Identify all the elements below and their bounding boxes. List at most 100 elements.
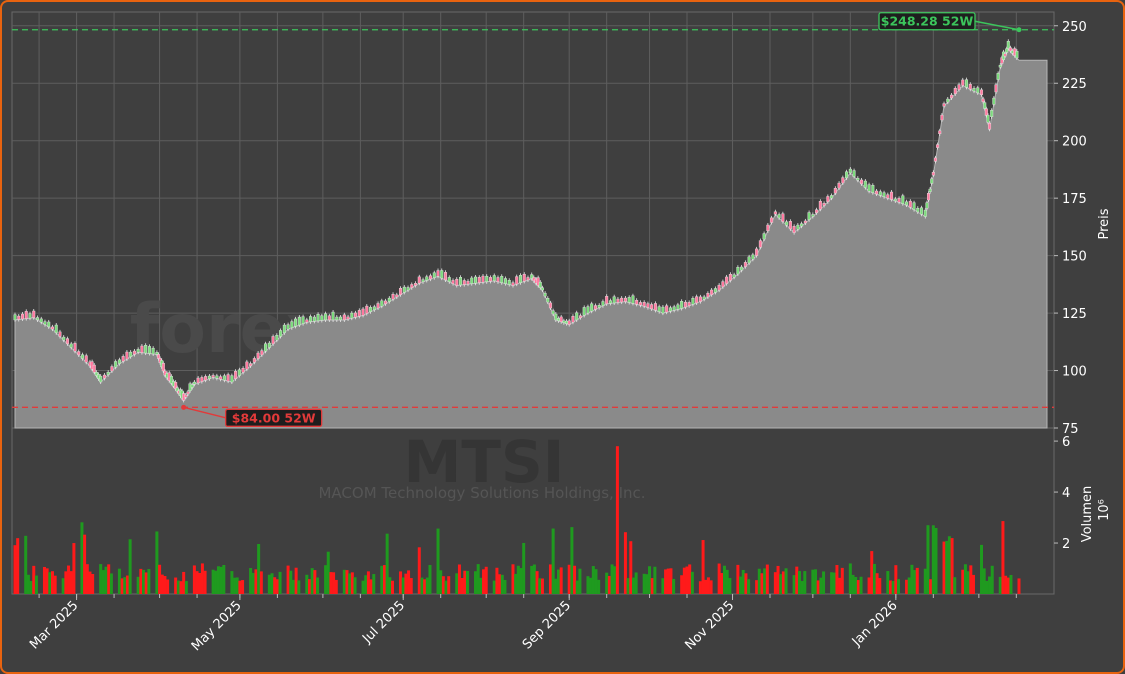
candle-down [908,200,912,208]
candle-up [447,277,451,283]
candle-up [785,221,789,226]
candle-down [511,282,515,286]
volume-bar-up [267,574,271,594]
volume-bar-up [476,564,480,594]
candle-down [826,196,830,203]
volume-bar-down [688,564,692,594]
candle-up [518,274,522,283]
volume-bar-down [816,580,820,594]
volume-multiplier: 10⁶ [1097,499,1112,521]
candle-up [459,277,463,286]
volume-bar-up [648,566,652,594]
volume-bar-down [198,572,202,594]
candle-down [710,289,714,295]
candle-up [912,202,916,210]
volume-bar-down [350,572,354,594]
high-52w-label: $248.28 52W [881,14,974,29]
candle-up [335,316,339,321]
volume-bar-down [835,565,839,594]
volume-bar-down [241,580,245,594]
volume-bar-down [32,565,36,594]
volume-bar-up [872,563,876,594]
candle-up [668,307,672,312]
candle-up [848,168,852,174]
volume-bar-up [428,564,432,594]
candle-up [965,79,969,88]
volume-bar-down [409,578,413,594]
candle-up [530,274,534,279]
candle-up [986,114,990,123]
candle-down [252,358,256,363]
volume-bar-down [273,577,277,594]
candle-up [601,301,605,306]
candle-up [930,178,934,184]
candle-down [773,211,777,215]
volume-bar-down [698,581,702,594]
volume-bar-down [69,571,73,594]
candle-up [309,316,313,323]
volume-bar-down [701,540,705,594]
candle-up [54,324,58,334]
volume-bar-up [792,575,796,594]
candle-down [665,305,669,313]
candle-down [833,188,837,194]
volume-bar-up [530,565,534,594]
candle-up [657,306,661,312]
candle-up [627,297,631,303]
volume-bar-up [586,576,590,594]
volume-bar-up [104,566,108,594]
volume-bar-down [720,573,724,594]
candle-up [800,223,804,227]
volume-bar-up [891,580,895,594]
volume-bar-down [765,564,769,594]
volume-bar-up [907,577,911,594]
candle-up [845,171,849,179]
volume-bar-down [706,577,710,594]
volume-bar-up [1009,575,1013,594]
volume-bar-down [540,578,544,594]
candle-down [395,294,399,298]
candle-down [249,363,253,367]
volume-bar-up [811,569,815,594]
candle-down [728,274,732,281]
candle-up [331,311,335,321]
candle-up [597,304,601,308]
volume-bar-up [819,577,823,594]
candle-up [297,316,301,326]
volume-bar-up [725,569,729,594]
candle-up [867,184,871,192]
candle-up [264,343,268,352]
candle-down [271,336,275,345]
volume-bar-up [747,579,751,594]
volume-bar-down [286,565,290,594]
volume-bar-up [538,578,542,594]
candle-down [927,193,931,201]
volume-bar-up [990,565,994,594]
candle-down [988,123,992,130]
low-52w-label: $84.00 52W [232,410,316,425]
candle-down [860,179,864,185]
candle-up [387,297,391,302]
candle-down [462,280,466,285]
volume-bar-up [128,539,132,594]
candle-up [43,321,47,325]
volume-bar-up [988,576,992,594]
candle-up [421,279,425,283]
candle-down [792,226,796,233]
candle-down [653,303,657,311]
candle-down [638,302,642,306]
candle-down [357,310,361,317]
candle-up [69,343,73,348]
candle-up [35,317,39,321]
candle-down [346,316,350,320]
volume-bar-up [380,565,384,594]
volume-bar-down [840,567,844,594]
volume-bar-down [950,538,954,594]
volume-bar-down [313,570,317,594]
volume-bar-down [182,571,186,594]
candle-down [110,366,114,372]
candle-down [683,301,687,308]
volume-bar-down [559,567,563,594]
candle-up [432,272,436,278]
volume-bar-down [1004,575,1008,594]
